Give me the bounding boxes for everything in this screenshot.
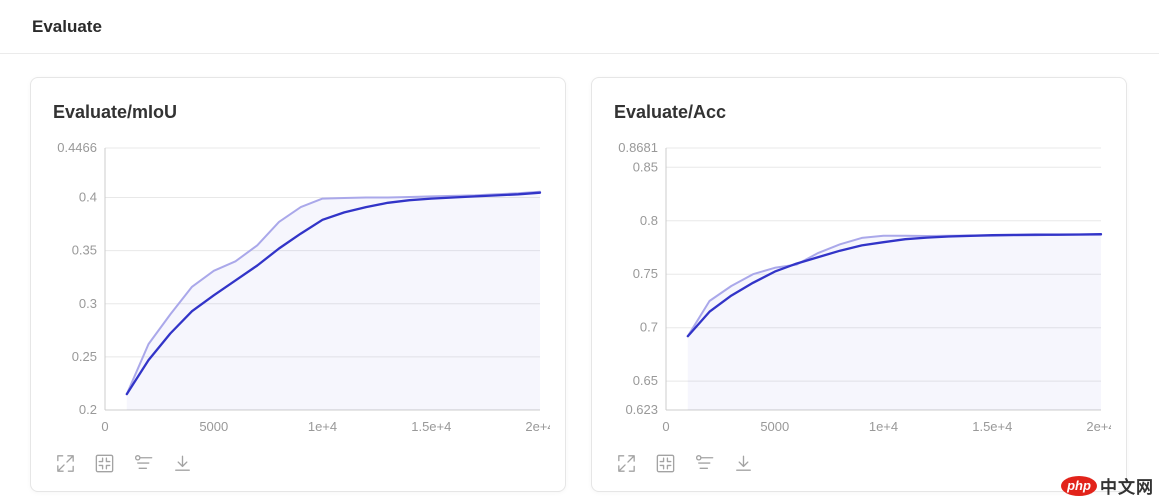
svg-text:1.5e+4: 1.5e+4 (411, 419, 451, 434)
fit-screen-icon (656, 454, 674, 472)
download-icon (174, 455, 190, 471)
svg-text:2e+4: 2e+4 (1086, 419, 1111, 434)
chart-card-acc: Evaluate/Acc 0.623 0.65 0.7 0.75 0.8 0.85 0.86… (591, 77, 1127, 492)
download-button[interactable] (731, 451, 755, 475)
svg-text:0.4466: 0.4466 (57, 140, 97, 155)
svg-text:0.7: 0.7 (640, 320, 658, 335)
svg-text:0: 0 (662, 419, 669, 434)
expand-icon (56, 454, 74, 472)
fit-screen-button[interactable] (92, 451, 116, 475)
svg-text:0.4: 0.4 (79, 190, 97, 205)
svg-text:5000: 5000 (199, 419, 228, 434)
svg-text:0.2: 0.2 (79, 402, 97, 417)
svg-text:2e+4: 2e+4 (525, 419, 550, 434)
page-title: Evaluate (32, 16, 102, 36)
chart-grid: Evaluate/mIoU 0.2 0.25 0.3 0.35 0.4 0.4466 0 50… (0, 54, 1159, 492)
smoothing-icon (134, 454, 152, 469)
miou-chart[interactable]: 0.2 0.25 0.3 0.35 0.4 0.4466 0 5000 1e+4 1.5e+4 2e… (45, 133, 550, 445)
svg-text:1.5e+4: 1.5e+4 (972, 419, 1012, 434)
expand-button[interactable] (53, 451, 77, 475)
php-badge: php (1061, 475, 1097, 496)
svg-text:0.8681: 0.8681 (618, 140, 658, 155)
svg-text:0.3: 0.3 (79, 296, 97, 311)
chart-title: Evaluate/Acc (614, 102, 727, 122)
svg-text:0.85: 0.85 (633, 159, 658, 174)
expand-icon (617, 454, 635, 472)
svg-text:5000: 5000 (760, 419, 789, 434)
watermark-text: 中文网 (1100, 478, 1154, 497)
php-cn-watermark: php 中文网 (1061, 473, 1154, 498)
chart-toolbar (614, 451, 1112, 475)
chart-title: Evaluate/mIoU (53, 102, 178, 122)
chart-toolbar (53, 451, 551, 475)
smoothing-button[interactable] (131, 451, 155, 475)
page-header: Evaluate (0, 0, 1159, 54)
svg-text:0.8: 0.8 (640, 213, 658, 228)
svg-text:0.35: 0.35 (72, 243, 97, 258)
svg-text:0.25: 0.25 (72, 349, 97, 364)
download-button[interactable] (170, 451, 194, 475)
svg-text:1e+4: 1e+4 (869, 419, 898, 434)
download-icon (735, 455, 751, 471)
fit-screen-button[interactable] (653, 451, 677, 475)
svg-text:0.65: 0.65 (633, 373, 658, 388)
svg-text:0.75: 0.75 (633, 266, 658, 281)
smoothing-button[interactable] (692, 451, 716, 475)
chart-card-miou: Evaluate/mIoU 0.2 0.25 0.3 0.35 0.4 0.4466 0 50… (30, 77, 566, 492)
smoothing-icon (695, 454, 713, 469)
fit-screen-icon (95, 454, 113, 472)
svg-text:0.623: 0.623 (625, 402, 658, 417)
acc-chart[interactable]: 0.623 0.65 0.7 0.75 0.8 0.85 0.8681 0 5000 1e+4 1.… (606, 133, 1111, 445)
expand-button[interactable] (614, 451, 638, 475)
svg-text:0: 0 (101, 419, 108, 434)
svg-text:1e+4: 1e+4 (308, 419, 337, 434)
